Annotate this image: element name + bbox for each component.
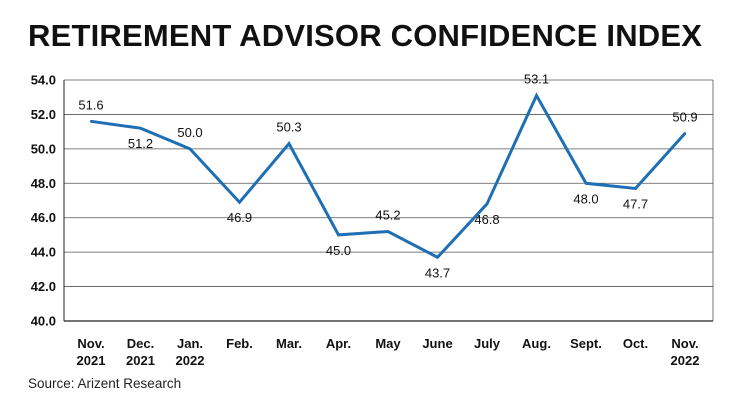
data-point: [584, 182, 588, 185]
y-tick-label: 44.0: [31, 245, 56, 260]
x-tick-label: Sept.: [570, 336, 602, 351]
y-tick-label: 42.0: [31, 279, 56, 294]
data-point: [188, 147, 192, 151]
grid-lines: [63, 79, 714, 322]
data-label: 48.0: [573, 191, 598, 206]
series-line: [90, 92, 687, 260]
x-tick-label: Mar.: [276, 336, 302, 351]
x-tick-label: Feb.: [226, 336, 253, 351]
y-tick-label: 50.0: [31, 141, 56, 156]
data-labels: 51.6 51.2 50.0 46.9 50.3 45.0 45.2 43.7 46.8 53.1…: [78, 71, 697, 280]
data-point: [238, 201, 241, 204]
data-point: [386, 230, 390, 233]
source-note: Source: Arizent Research: [28, 376, 182, 391]
y-axis: 54.0 52.0 50.0 48.0 46.0 44.0 42.0 40.0: [31, 73, 56, 329]
x-tick-label: 2021: [126, 353, 155, 368]
x-tick-label: 2022: [671, 353, 700, 368]
data-point: [683, 132, 687, 135]
data-label: 45.0: [326, 243, 351, 258]
data-point: [89, 120, 93, 123]
data-label: 50.0: [177, 125, 202, 140]
data-label: 46.8: [474, 212, 499, 227]
x-tick-label: Nov.: [77, 336, 104, 351]
y-tick-label: 52.0: [31, 107, 56, 122]
x-tick-label: Nov.: [671, 336, 698, 351]
data-point: [287, 142, 291, 145]
y-tick-label: 48.0: [31, 176, 56, 191]
x-tick-label: May: [375, 336, 401, 351]
x-tick-label: July: [474, 336, 501, 351]
data-point: [634, 187, 637, 190]
x-tick-label: Apr.: [326, 336, 351, 351]
data-label: 43.7: [425, 265, 450, 280]
x-tick-label: 2022: [176, 353, 205, 368]
x-tick-label: Jan.: [177, 336, 203, 351]
data-label: 51.2: [128, 136, 153, 151]
x-axis: Nov. 2021 Dec. 2021 Jan. 2022 Feb. Mar. Apr. May J…: [77, 336, 700, 368]
y-tick-label: 46.0: [31, 210, 56, 225]
x-tick-label: 2021: [77, 353, 106, 368]
data-label: 47.7: [623, 196, 648, 211]
x-tick-label: Aug.: [522, 336, 551, 351]
x-tick-label: June: [422, 336, 452, 351]
y-tick-label: 54.0: [31, 73, 56, 88]
data-label: 50.9: [672, 109, 697, 124]
data-label: 50.3: [276, 120, 301, 135]
data-point: [139, 127, 142, 130]
chart-title: RETIREMENT ADVISOR CONFIDENCE INDEX: [28, 18, 703, 53]
data-label: 46.9: [227, 210, 252, 225]
data-label: 51.6: [78, 97, 103, 112]
data-point: [535, 94, 538, 97]
data-label: 53.1: [524, 71, 549, 86]
data-point: [436, 256, 439, 259]
y-tick-label: 40.0: [31, 314, 56, 329]
series-advisor-confidence: [89, 92, 687, 260]
data-label: 45.2: [375, 207, 400, 222]
x-tick-label: Dec.: [127, 336, 154, 351]
data-point: [337, 233, 340, 237]
x-tick-label: Oct.: [623, 336, 648, 351]
data-point: [485, 202, 489, 206]
